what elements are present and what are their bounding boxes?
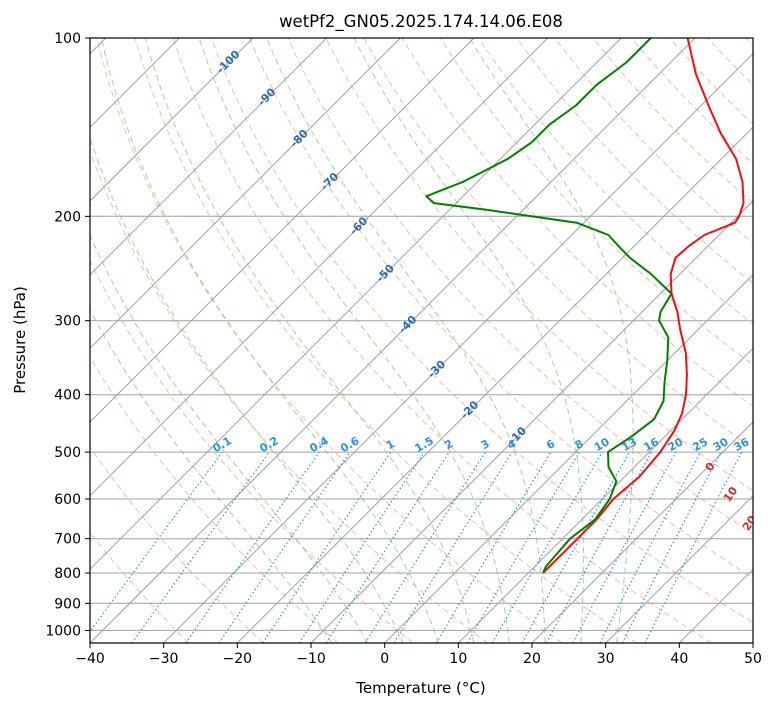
moist-adiabat-line	[90, 233, 369, 643]
y-axis: 100 200 300 400 500 600 700 800 900 1000	[45, 31, 90, 639]
isotherm-line	[90, 38, 475, 423]
dry-adiabat-line	[630, 38, 753, 165]
dry-adiabat-line	[325, 38, 753, 492]
y-tick-label: 200	[54, 209, 81, 225]
sounding-series	[425, 38, 745, 574]
isotherm-line	[90, 38, 328, 276]
y-tick-label: 900	[54, 596, 81, 612]
dry-adiabat-line	[516, 38, 753, 285]
mixing-ratio-line	[325, 451, 450, 643]
x-tick-label: −10	[296, 651, 326, 667]
y-tick-label: 100	[54, 31, 81, 47]
dry-adiabat-line	[172, 38, 712, 643]
mixing-ratio-line	[545, 451, 653, 643]
moist-adiabat-line	[100, 38, 439, 643]
dry-adiabat-line	[210, 38, 753, 624]
x-tick-label: 30	[597, 651, 615, 667]
isotherm-line	[90, 38, 696, 643]
isotherm-line	[236, 126, 753, 643]
mixing-ratio-line	[218, 451, 351, 643]
isotherm-line	[457, 347, 753, 643]
moist-adiabat-line	[144, 38, 475, 643]
y-tick-label: 700	[54, 532, 81, 548]
isotherm-line	[384, 273, 753, 643]
isotherm-line	[90, 38, 549, 497]
isotherm-line	[90, 38, 622, 571]
mixing-ratio-line	[572, 451, 677, 643]
dry-adiabat-line	[401, 38, 753, 407]
mixing-ratio-line	[298, 451, 425, 643]
dry-adiabat-line	[134, 38, 638, 643]
mixing-ratio-lines	[90, 451, 743, 643]
isotherm-line	[90, 38, 254, 202]
mixing-ratio-line	[90, 451, 223, 633]
x-tick-label: −40	[75, 651, 105, 667]
moist-adiabat-line	[266, 38, 546, 643]
y-tick-label: 1000	[45, 623, 81, 639]
isotherm-line	[310, 200, 753, 643]
chart-title: wetPf2_GN05.2025.174.14.06.E08	[279, 12, 563, 32]
isotherm-line	[90, 38, 401, 350]
isotherm-grid	[90, 38, 753, 643]
isotherm-line	[531, 421, 753, 643]
isotherm-line	[163, 52, 753, 643]
y-tick-label: 300	[54, 314, 81, 330]
mixing-ratio-line	[131, 451, 270, 643]
dewpoint-line	[425, 38, 673, 574]
y-axis-title: Pressure (hPa)	[11, 286, 29, 394]
mixing-ratio-line	[521, 451, 631, 643]
x-tick-label: 50	[744, 651, 762, 667]
y-tick-label: 500	[54, 445, 81, 461]
x-tick-label: 10	[449, 651, 467, 667]
y-tick-label: 800	[54, 566, 81, 582]
x-axis: −40 −30 −20 −10 0 10 20 30 40 50	[75, 643, 762, 667]
x-tick-label: −30	[149, 651, 179, 667]
moist-adiabat-line	[90, 136, 404, 643]
moist-adiabat-line	[90, 309, 333, 643]
plot-area: -100-90-80-70-60-50-40-30-20-100.1 0.2 0.4…	[90, 38, 753, 643]
mixing-ratio-line	[185, 451, 320, 643]
dry-adiabat-line	[592, 38, 753, 204]
x-axis-title: Temperature (°C)	[355, 679, 485, 697]
x-tick-label: 20	[523, 651, 541, 667]
mixing-ratio-line	[393, 451, 513, 643]
x-tick-label: 0	[380, 651, 389, 667]
dry-adiabat-line	[363, 38, 753, 449]
dry-adiabat-line	[90, 446, 264, 643]
x-tick-label: −20	[223, 651, 253, 667]
y-tick-label: 400	[54, 388, 81, 404]
isotherm-line	[605, 494, 753, 643]
moist-adiabat-line	[353, 38, 584, 643]
mixing-ratio-line	[262, 451, 392, 643]
moist-adiabat-line	[198, 38, 510, 643]
dry-adiabat-line	[478, 38, 753, 325]
mixing-ratio-line	[644, 451, 743, 643]
plot-frame	[89, 37, 754, 644]
x-tick-label: 40	[670, 651, 688, 667]
y-tick-label: 600	[54, 492, 81, 508]
dry-adiabat-line	[287, 38, 753, 535]
